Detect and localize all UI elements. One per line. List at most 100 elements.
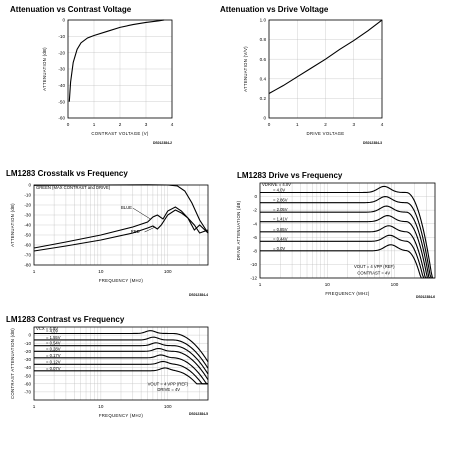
y-tick-label: -20 [24,349,31,354]
chart-attenuation-vs-drive: Attenuation vs Drive Voltage 0 1 2 3 4 1.0 0.8… [220,0,450,150]
y-tick-label: -30 [24,357,31,362]
series-line-3 [260,215,435,279]
annotation-green: GREEN (MAX CONTRAST and DRIVE) [36,185,111,190]
figure-code: DS012384-3 [363,141,382,145]
plot-frame [259,182,436,279]
y-tick-label: 0 [28,183,31,188]
y-tick-label: -20 [58,50,65,55]
chart-attenuation-vs-contrast: Attenuation vs Contrast Voltage 0 1 2 3 4 0 -1… [0,0,225,150]
legend-header: VDRIVE = 4.0V [262,182,291,187]
y-tick-label: 0.6 [260,57,267,62]
y-tick-label: 0 [263,116,266,121]
x-tick-label: 2 [324,122,327,127]
series-line-red [33,209,209,252]
chart-canvas: 0 1 2 3 4 1.0 0.8 0.6 0.4 0.2 0 DRIVE VOLTAGE ATTENU… [243,18,384,145]
y-tick-label: -30 [24,213,31,218]
series-line-4 [260,225,435,279]
y-tick-label: -20 [24,203,31,208]
y-tick-label: -80 [24,263,31,268]
series-label: = 0.54V [46,341,61,346]
y-tick-label: -40 [24,365,31,370]
x-tick-label: 10 [98,269,104,274]
series-line-4 [34,354,208,385]
y-tick-label: 1.0 [260,18,267,23]
series-label: = 0.28V [46,346,61,351]
figure-code: DS012384-4 [189,293,208,297]
y-tick-label: -60 [24,243,31,248]
y-tick-label: -10 [24,341,31,346]
x-tick-label: 1 [259,282,262,287]
y-tick-label: -60 [58,116,65,121]
series-line-5 [260,234,435,279]
x-tick-label: 100 [164,269,172,274]
x-tick-label: 100 [391,282,399,287]
chart-contrast-vs-frequency: LM1283 Contrast vs Frequency 1 10 100 0 -10 -… [0,305,225,450]
x-tick-label: 10 [98,404,104,409]
chart-title: LM1283 Contrast vs Frequency [6,315,125,324]
y-tick-label: -10 [250,262,257,267]
y-tick-label: 0.8 [260,37,267,42]
y-axis-label: CONTRAST ATTENUATION (dB) [10,328,15,399]
y-axis-label: ATTENUATION (V/V) [243,46,248,92]
annotation-leader [144,226,156,233]
annotation-red: RED [131,229,140,234]
chart-drive-vs-frequency: LM1283 Drive vs Frequency 1 10 100 0 -2 -4 -6 -… [225,160,450,310]
y-tick-label: -50 [58,99,65,104]
x-tick-label: 0 [67,122,70,127]
y-tick-label: 0 [62,18,65,23]
y-tick-label: -8 [253,248,258,253]
series-label: = 0.12V [46,359,61,364]
series-label: = 1.55V [46,335,61,340]
series-label: = 1.41V [273,217,288,222]
series-line-3 [34,347,209,381]
y-tick-label: -2 [253,208,258,213]
series-line-2 [260,205,435,279]
y-tick-label: -30 [58,67,65,72]
series-label: = 0.85V [273,227,288,232]
y-axis-label: ATTENUATION (dB) [42,47,47,91]
x-axis-label: FREQUENCY (MHz) [99,278,144,283]
y-tick-label: -12 [250,276,257,281]
y-tick-label: -50 [24,233,31,238]
chart-canvas: 1 10 100 0 -10 -20 -30 -40 -50 -60 -70 FREQUENCY (M… [10,326,209,418]
legend-header: VCX = 4.0V [36,326,58,331]
x-tick-label: 4 [381,122,384,127]
figure-code: DS012384-6 [416,295,435,299]
plot-frame [268,19,383,119]
series-label: = 2.86V [273,198,288,203]
series-line-green [33,184,209,234]
annotation-vout: VOUT = 4 VPP (REF) [354,264,395,269]
y-tick-label: -40 [24,223,31,228]
annotation-leader [132,207,151,220]
y-axis-label: ATTENUATION (dB) [10,203,15,247]
x-tick-label: 1 [33,269,36,274]
chart-title: Attenuation vs Contrast Voltage [10,5,132,14]
series-line-5 [34,360,208,385]
series-label: = 0.17V [46,353,61,358]
series-label: = 0.44V [273,236,288,241]
y-tick-label: -6 [253,235,258,240]
y-tick-label: -4 [253,221,258,226]
x-tick-label: 1 [33,404,36,409]
series-label: = 0.07V [46,366,61,371]
y-tick-label: 0.4 [260,76,267,81]
annotation-contrast: CONTRAST = 4V [357,271,390,276]
series-label: = 4.0V [46,328,58,333]
series-line-2 [34,342,209,375]
series-line-0 [34,330,209,363]
figure-code: DS012384-2 [153,141,172,145]
series-label: = 4.0V [273,188,285,193]
chart-canvas: 1 10 100 0 -10 -20 -30 -40 -50 -60 -70 -80 FREQUENCY… [10,183,209,297]
chart-title: LM1283 Drive vs Frequency [237,171,343,180]
x-tick-label: 4 [171,122,174,127]
series-label: = 0.0V [273,246,285,251]
x-tick-label: 3 [352,122,355,127]
figure-code: DS012384-5 [189,412,208,416]
x-axis-label: FREQUENCY (MHz) [99,413,144,418]
chart-crosstalk-vs-frequency: LM1283 Crosstalk vs Frequency 1 10 100 0 -10… [0,160,225,310]
series-line [268,19,383,94]
y-tick-label: 0.2 [260,96,267,101]
plot-frame [33,326,209,401]
plot-frame [67,19,173,119]
y-tick-label: -60 [24,381,31,386]
